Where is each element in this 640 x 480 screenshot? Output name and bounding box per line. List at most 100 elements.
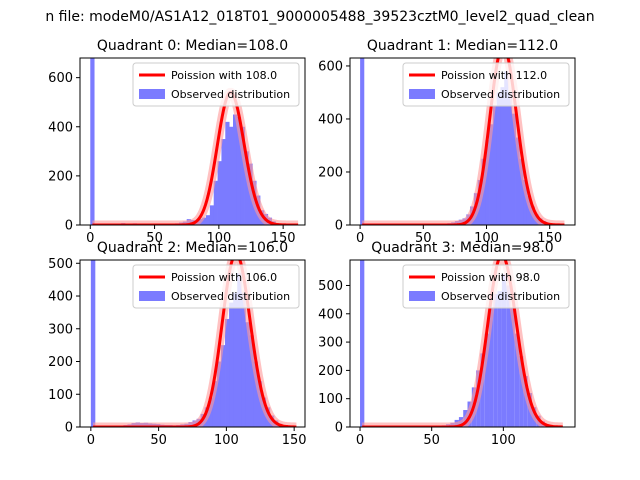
- legend-hist-swatch: [409, 291, 435, 301]
- y-tick-label: 200: [48, 169, 73, 184]
- quadrant-2-panel: 0 50 100 150 0 100 200 300 400 500 Quadrant 2: Med…: [48, 240, 306, 448]
- histogram-bar: [253, 361, 258, 427]
- y-tick-label: 200: [318, 165, 343, 180]
- legend-hist-swatch: [139, 89, 165, 99]
- histogram-bar: [237, 273, 242, 427]
- x-tick-label: 0: [356, 433, 364, 448]
- poisson-fit-line: [92, 90, 299, 225]
- histogram-bar: [233, 114, 238, 225]
- histogram-bar: [229, 126, 234, 225]
- legend: Poission with 108.0 Observed distribution: [132, 62, 300, 107]
- y-tick-label: 0: [65, 219, 73, 234]
- legend-hist-swatch: [409, 89, 435, 99]
- histogram-bar: [233, 292, 238, 427]
- x-tick-label: 0: [86, 231, 94, 246]
- legend-box: [132, 264, 300, 309]
- axes-frame: [79, 57, 306, 226]
- x-tick-label: 50: [146, 231, 163, 246]
- x-tick-label: 50: [423, 433, 440, 448]
- axes-frame: [349, 259, 576, 428]
- legend: Poission with 112.0 Observed distribution: [402, 62, 570, 107]
- y-tick-label: 0: [335, 421, 343, 436]
- x-tick-label: 150: [271, 231, 296, 246]
- quadrant-0-panel: 0 50 100 150 0 200 400 600 Quadrant 0: Median=10…: [48, 38, 306, 246]
- histogram-bar: [240, 126, 245, 225]
- histogram-bar: [515, 137, 520, 225]
- histogram-bar: [90, 58, 95, 225]
- quadrant-3-panel: 0 50 100 0 100 200 300 400 500 Quadrant 3: Median…: [318, 240, 576, 448]
- y-tick-label: 400: [48, 120, 73, 135]
- histogram-bar: [519, 356, 524, 427]
- quadrant-1-panel: 0 50 100 150 0 200 400 600 Quadrant 1: Median=11…: [318, 38, 576, 246]
- histogram-bar: [221, 139, 226, 225]
- histogram-bar: [236, 116, 242, 225]
- histogram-bar: [213, 180, 218, 225]
- x-tick-label: 50: [150, 433, 167, 448]
- axes-frame: [349, 57, 576, 226]
- histogram-bar: [489, 124, 494, 225]
- histogram-bar: [497, 291, 502, 427]
- plot-content: [358, 58, 568, 225]
- legend-hist-label: Observed distribution: [441, 290, 560, 303]
- y-tick-label: 300: [318, 336, 343, 351]
- subplot-title: Quadrant 3: Median=98.0: [371, 240, 553, 256]
- y-tick-label: 600: [318, 59, 343, 74]
- y-tick-label: 400: [318, 112, 343, 127]
- histogram-bar: [206, 215, 211, 225]
- histogram-bar: [500, 87, 505, 225]
- x-tick-label: 0: [87, 433, 95, 448]
- x-tick-label: 100: [206, 231, 231, 246]
- x-tick-label: 150: [537, 231, 562, 246]
- histogram-bar: [526, 195, 532, 225]
- histogram-bar: [90, 260, 96, 427]
- histogram-bar: [519, 158, 524, 225]
- legend: Poission with 98.0 Observed distribution: [402, 264, 570, 309]
- y-tick-label: 500: [48, 257, 73, 272]
- legend-box: [402, 62, 570, 107]
- y-tick-label: 100: [318, 392, 343, 407]
- poisson-fit-line: [362, 260, 563, 427]
- histogram-bar: [480, 353, 485, 427]
- histogram-bar: [225, 318, 230, 427]
- legend-fit-label: Poission with 108.0: [171, 69, 277, 82]
- poisson-fit-line: [92, 260, 297, 427]
- histogram-bar: [508, 92, 513, 225]
- histogram-bar: [492, 105, 498, 225]
- x-tick-label: 100: [491, 433, 516, 448]
- legend-box: [402, 264, 570, 309]
- legend-box: [132, 62, 300, 107]
- legend-hist-label: Observed distribution: [441, 88, 560, 101]
- subplot-title: Quadrant 2: Median=106.0: [97, 240, 288, 256]
- histogram-bar: [225, 121, 230, 225]
- histogram-bar: [514, 333, 520, 427]
- legend-fit-label: Poission with 98.0: [441, 271, 540, 284]
- y-tick-label: 300: [48, 322, 73, 337]
- x-tick-label: 0: [356, 231, 364, 246]
- y-tick-label: 100: [48, 388, 73, 403]
- y-tick-label: 200: [48, 355, 73, 370]
- poisson-fit-line: [361, 58, 565, 225]
- x-tick-label: 150: [282, 433, 307, 448]
- histogram-bar: [202, 217, 207, 225]
- histogram-bar: [257, 381, 263, 427]
- plot-content: [359, 260, 566, 427]
- histogram-bar: [229, 302, 234, 427]
- histogram-bar: [360, 260, 365, 427]
- histogram-bar: [501, 274, 507, 427]
- legend-hist-label: Observed distribution: [171, 290, 290, 303]
- histogram-bar: [244, 151, 249, 225]
- plot-content: [89, 58, 302, 225]
- histogram-bar: [493, 293, 498, 427]
- histogram-bar: [485, 140, 490, 225]
- y-tick-label: 600: [48, 71, 73, 86]
- histogram-bar: [217, 161, 222, 225]
- plot-content: [89, 260, 300, 427]
- histogram-bar: [504, 71, 509, 225]
- y-tick-label: 200: [318, 364, 343, 379]
- y-tick-label: 400: [48, 290, 73, 305]
- subplot-grid: 0 50 100 150 0 200 400 600 Quadrant 0: Median=10…: [48, 38, 576, 448]
- axes-frame: [79, 259, 306, 428]
- histogram-bar: [216, 361, 222, 427]
- histogram-bar: [220, 345, 226, 427]
- subplot-title: Quadrant 1: Median=112.0: [367, 38, 558, 54]
